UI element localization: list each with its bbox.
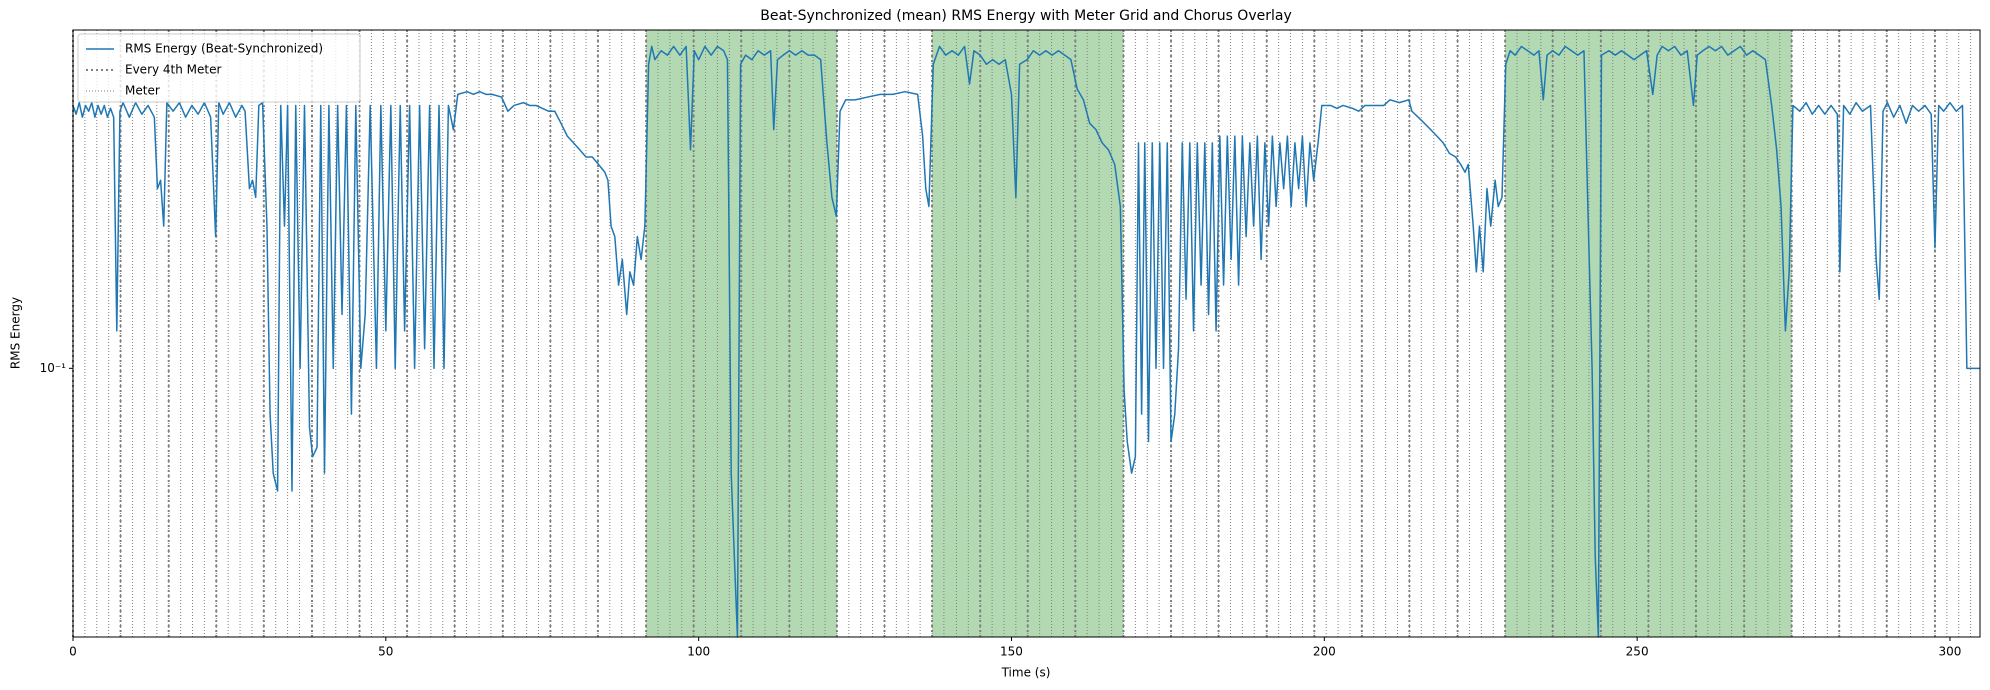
- x-tick-label: 250: [1626, 645, 1649, 659]
- x-tick-label: 300: [1939, 645, 1962, 659]
- legend-box: [77, 33, 361, 103]
- x-tick-label: 0: [69, 645, 77, 659]
- y-tick-label: 10⁻¹: [40, 361, 67, 375]
- x-tick-label: 100: [687, 645, 710, 659]
- x-tick-label: 200: [1313, 645, 1336, 659]
- y-axis-label: RMS Energy: [9, 297, 23, 369]
- legend-label: Meter: [125, 84, 160, 98]
- data-line: [72, 45, 1980, 638]
- legend-label: Every 4th Meter: [125, 63, 222, 77]
- plot-frame: [72, 29, 1981, 638]
- x-tick-label: 50: [378, 645, 393, 659]
- x-axis-label: Time (s): [1001, 666, 1051, 680]
- legend-label: RMS Energy (Beat-Synchronized): [125, 42, 323, 56]
- chart-title: Beat-Synchronized (mean) RMS Energy with…: [760, 8, 1292, 24]
- x-tick-label: 150: [1000, 645, 1023, 659]
- legend: RMS Energy (Beat-Synchronized) Every 4th …: [77, 33, 361, 103]
